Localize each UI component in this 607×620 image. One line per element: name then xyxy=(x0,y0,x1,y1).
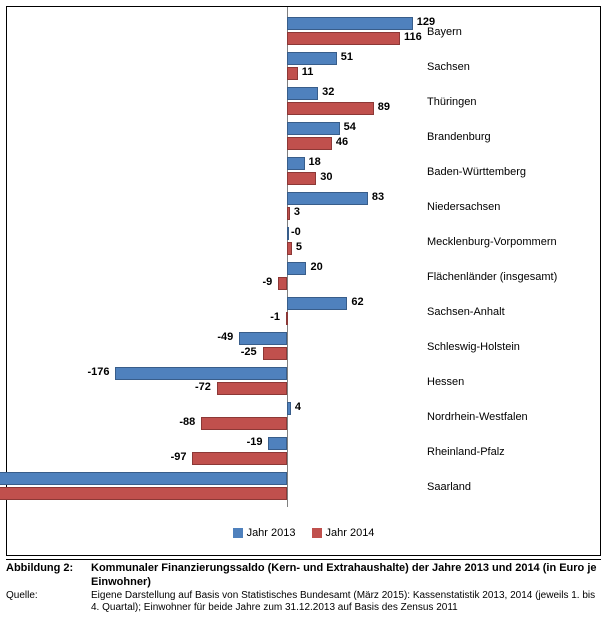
category-label: Hessen xyxy=(427,376,464,388)
bar-2014 xyxy=(287,102,374,115)
value-label: -72 xyxy=(195,381,211,393)
bar-2013 xyxy=(0,472,287,485)
category-label: Niedersachsen xyxy=(427,201,500,213)
bar-2013 xyxy=(287,122,340,135)
value-label: -176 xyxy=(87,366,109,378)
category-label: Saarland xyxy=(427,481,471,493)
bar-2013 xyxy=(287,297,347,310)
value-label: 11 xyxy=(302,66,314,78)
category-label: Sachsen xyxy=(427,61,470,73)
value-label: -25 xyxy=(241,346,257,358)
legend-item: Jahr 2013 xyxy=(233,527,296,539)
caption-fig-text: Kommunaler Finanzierungssaldo (Kern- und… xyxy=(91,562,601,590)
bar-2013 xyxy=(268,437,287,450)
value-label: 20 xyxy=(310,261,322,273)
caption-fig-key: Abbildung 2: xyxy=(6,562,91,590)
bar-2013 xyxy=(287,157,305,170)
bar-2013 xyxy=(287,402,291,415)
bar-2014 xyxy=(278,277,287,290)
value-label: 3 xyxy=(294,206,300,218)
divider-top xyxy=(6,559,601,560)
bar-2013 xyxy=(115,367,287,380)
value-label: 83 xyxy=(372,191,384,203)
value-label: 116 xyxy=(404,31,422,43)
category-label: Mecklenburg-Vorpommern xyxy=(427,236,557,248)
legend-item: Jahr 2014 xyxy=(312,527,375,539)
value-label: 30 xyxy=(320,171,332,183)
legend-text: Jahr 2013 xyxy=(247,527,296,539)
bar-2013 xyxy=(239,332,287,345)
bar-2013 xyxy=(287,17,413,30)
category-label: Thüringen xyxy=(427,96,477,108)
value-label: -49 xyxy=(217,331,233,343)
category-label: Flächenländer (insgesamt) xyxy=(427,271,557,283)
legend-swatch xyxy=(312,528,322,538)
value-label: 32 xyxy=(322,86,334,98)
chart-plot-area: 129116Bayern5111Sachsen3289Thüringen5446… xyxy=(7,7,600,555)
bar-2014 xyxy=(286,312,288,325)
value-label: 54 xyxy=(344,121,356,133)
value-label: -19 xyxy=(247,436,263,448)
value-label: 62 xyxy=(351,296,363,308)
value-label: -1 xyxy=(270,311,280,323)
bar-2014 xyxy=(287,242,292,255)
value-label: 46 xyxy=(336,136,348,148)
bar-2013 xyxy=(287,227,289,240)
category-label: Rheinland-Pfalz xyxy=(427,446,505,458)
value-label: 89 xyxy=(378,101,390,113)
category-label: Nordrhein-Westfalen xyxy=(427,411,528,423)
bar-2014 xyxy=(287,67,298,80)
legend-text: Jahr 2014 xyxy=(326,527,375,539)
caption-src-text: Eigene Darstellung auf Basis von Statist… xyxy=(91,590,601,615)
value-label: 5 xyxy=(296,241,302,253)
y-axis-zero-line xyxy=(287,7,288,507)
value-label: 18 xyxy=(309,156,321,168)
bar-2014 xyxy=(287,172,316,185)
chart-container: 129116Bayern5111Sachsen3289Thüringen5446… xyxy=(6,6,601,556)
bar-2014 xyxy=(287,32,400,45)
category-label: Bayern xyxy=(427,26,462,38)
bar-2013 xyxy=(287,262,306,275)
caption-src-key: Quelle: xyxy=(6,590,91,615)
bar-2014 xyxy=(0,487,287,500)
value-label: -97 xyxy=(171,451,187,463)
bar-2013 xyxy=(287,52,337,65)
bar-2014 xyxy=(217,382,287,395)
category-label: Brandenburg xyxy=(427,131,491,143)
value-label: -9 xyxy=(262,276,272,288)
category-label: Baden-Württemberg xyxy=(427,166,526,178)
bar-2013 xyxy=(287,192,368,205)
category-label: Schleswig-Holstein xyxy=(427,341,520,353)
bar-2014 xyxy=(287,207,290,220)
value-label: 51 xyxy=(341,51,353,63)
bar-2014 xyxy=(192,452,287,465)
category-label: Sachsen-Anhalt xyxy=(427,306,505,318)
legend: Jahr 2013 Jahr 2014 xyxy=(7,527,600,539)
value-label: -88 xyxy=(179,416,195,428)
value-label: 4 xyxy=(295,401,301,413)
bar-2014 xyxy=(287,137,332,150)
bar-2013 xyxy=(287,87,318,100)
value-label: -0 xyxy=(291,226,301,238)
figure-caption: Abbildung 2: Kommunaler Finanzierungssal… xyxy=(6,562,601,615)
bar-2014 xyxy=(201,417,287,430)
legend-swatch xyxy=(233,528,243,538)
bar-2014 xyxy=(263,347,287,360)
